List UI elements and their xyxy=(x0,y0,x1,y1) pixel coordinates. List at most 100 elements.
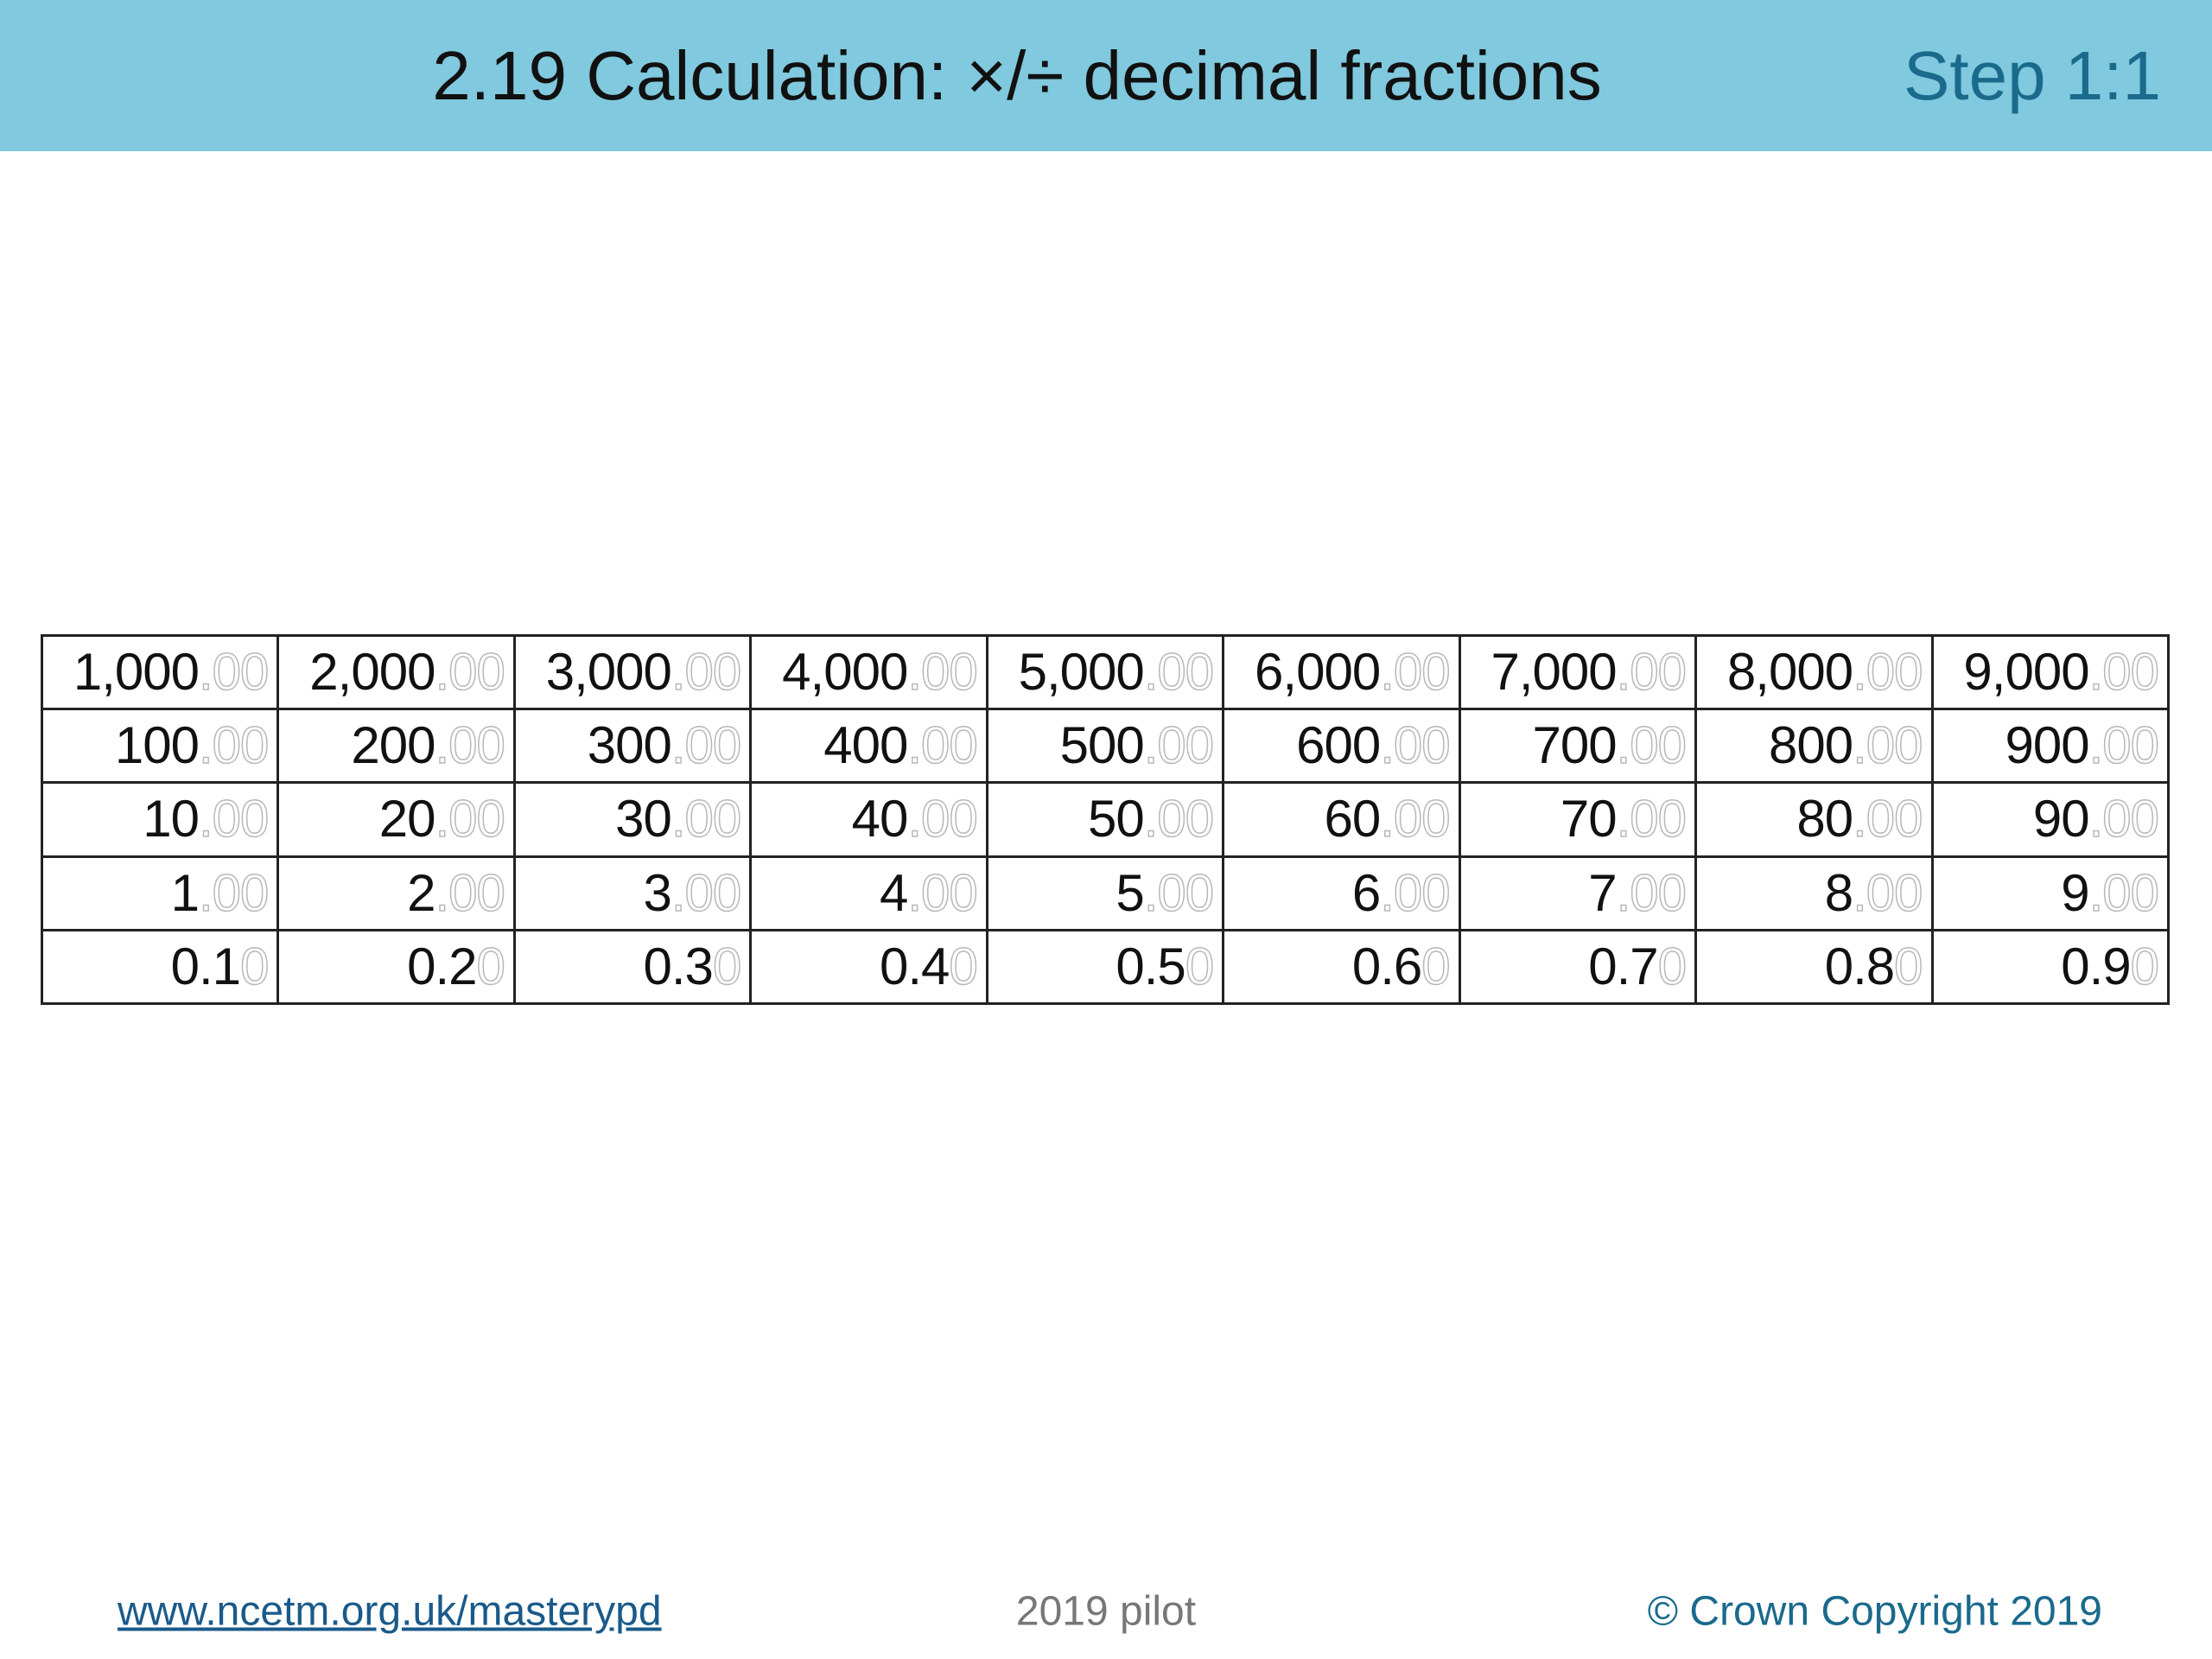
step-label: Step 1:1 xyxy=(1903,37,2161,114)
cell-faded-digits: .00 xyxy=(198,863,270,922)
title: 2.19 Calculation: ×/÷ decimal fractions xyxy=(432,37,1602,114)
cell-value: 30 xyxy=(615,790,672,849)
cell-value: 0.3 xyxy=(643,937,714,995)
cell-faded-digits: .00 xyxy=(671,863,742,922)
cell-faded-digits: .00 xyxy=(198,716,270,775)
cell-faded-digits: .00 xyxy=(435,643,506,702)
cell-faded-digits: .00 xyxy=(435,790,506,849)
cell-faded-digits: 0 xyxy=(476,937,506,995)
table-cell: 5.00 xyxy=(985,855,1225,931)
cell-value: 80 xyxy=(1796,790,1853,849)
cell-value: 3 xyxy=(643,863,672,922)
cell-faded-digits: .00 xyxy=(907,790,979,849)
table-cell: 5,000.00 xyxy=(985,633,1225,711)
table-cell: 900.00 xyxy=(1930,708,2170,785)
cell-faded-digits: .00 xyxy=(907,716,979,775)
cell-value: 0.8 xyxy=(1824,937,1895,995)
cell-value: 0.6 xyxy=(1351,937,1422,995)
cell-value: 7 xyxy=(1588,863,1617,922)
footer-copyright: © Crown Copyright 2019 xyxy=(1647,1588,2102,1635)
table-cell: 400.00 xyxy=(749,708,988,785)
cell-value: 90 xyxy=(2032,790,2090,849)
cell-faded-digits: .00 xyxy=(1616,716,1688,775)
table-cell: 6.00 xyxy=(1222,855,1461,931)
table-cell: 9.00 xyxy=(1930,855,2170,931)
table-cell: 800.00 xyxy=(1694,708,1934,785)
cell-value: 800 xyxy=(1768,716,1853,775)
table-cell: 4.00 xyxy=(749,855,988,931)
cell-value: 0.2 xyxy=(407,937,477,995)
cell-faded-digits: .00 xyxy=(907,863,979,922)
cell-value: 6,000 xyxy=(1255,643,1381,702)
cell-value: 9 xyxy=(2061,863,2089,922)
cell-faded-digits: .00 xyxy=(1616,790,1688,849)
cell-faded-digits: .00 xyxy=(1852,643,1923,702)
table-cell: 200.00 xyxy=(276,708,516,785)
table-cell: 70.00 xyxy=(1458,781,1698,858)
cell-faded-digits: .00 xyxy=(1852,716,1923,775)
table-cell: 1.00 xyxy=(40,855,280,931)
cell-faded-digits: .00 xyxy=(1852,790,1923,849)
cell-value: 0.5 xyxy=(1116,937,1185,995)
table-cell: 0.40 xyxy=(749,928,988,1006)
cell-value: 0.9 xyxy=(2061,937,2131,995)
cell-faded-digits: .00 xyxy=(1379,790,1451,849)
table-cell: 8.00 xyxy=(1694,855,1934,931)
cell-value: 8,000 xyxy=(1726,643,1853,702)
cell-faded-digits: .00 xyxy=(1379,716,1451,775)
footer-pilot: 2019 pilot xyxy=(1015,1588,1197,1635)
table-cell: 20.00 xyxy=(276,781,516,858)
cell-faded-digits: .00 xyxy=(1143,863,1215,922)
table-cell: 1,000.00 xyxy=(40,633,280,711)
cell-faded-digits: .00 xyxy=(1852,863,1923,922)
table-cell: 10.00 xyxy=(40,781,280,858)
table-cell: 100.00 xyxy=(40,708,280,785)
cell-faded-digits: .00 xyxy=(2088,716,2160,775)
table-cell: 0.10 xyxy=(40,928,280,1006)
table-cell: 0.50 xyxy=(985,928,1225,1006)
cell-value: 6 xyxy=(1351,863,1381,922)
table-cell: 0.30 xyxy=(512,928,753,1006)
table-row: 10.00 20.00 30.00 40.00 50.00 60.00 70.00 80.00… xyxy=(40,781,2170,858)
cell-value: 20 xyxy=(378,790,436,849)
cell-value: 10 xyxy=(143,790,200,849)
cell-value: 500 xyxy=(1059,716,1145,775)
table-cell: 0.80 xyxy=(1694,928,1934,1006)
table-cell: 4,000.00 xyxy=(749,633,988,711)
cell-value: 9,000 xyxy=(1963,643,2089,702)
cell-value: 7,000 xyxy=(1491,643,1617,702)
footer-link[interactable]: www.ncetm.org.uk/masterypd xyxy=(118,1588,662,1635)
cell-faded-digits: .00 xyxy=(1379,643,1451,702)
table-cell: 8,000.00 xyxy=(1694,633,1934,711)
cell-faded-digits: .00 xyxy=(671,716,742,775)
table-row: 1.00 2.00 3.00 4.00 5.00 6.00 7.00 8.00 9.00 xyxy=(40,855,2170,931)
table-cell: 40.00 xyxy=(749,781,988,858)
cell-faded-digits: .00 xyxy=(198,790,270,849)
cell-faded-digits: .00 xyxy=(1379,863,1451,922)
table-cell: 80.00 xyxy=(1694,781,1934,858)
cell-value: 40 xyxy=(851,790,909,849)
table-cell: 300.00 xyxy=(512,708,753,785)
cell-faded-digits: 0 xyxy=(2130,937,2160,995)
cell-value: 1 xyxy=(170,863,200,922)
table-cell: 0.20 xyxy=(276,928,516,1006)
cell-value: 1,000 xyxy=(73,643,200,702)
table-cell: 700.00 xyxy=(1458,708,1698,785)
cell-faded-digits: .00 xyxy=(435,863,506,922)
cell-value: 50 xyxy=(1088,790,1145,849)
table-cell: 2,000.00 xyxy=(276,633,516,711)
table-cell: 500.00 xyxy=(985,708,1225,785)
table-cell: 9,000.00 xyxy=(1930,633,2170,711)
cell-faded-digits: 0 xyxy=(1893,937,1923,995)
cell-value: 3,000 xyxy=(545,643,672,702)
cell-faded-digits: .00 xyxy=(1143,643,1215,702)
table-cell: 600.00 xyxy=(1222,708,1461,785)
cell-value: 5,000 xyxy=(1018,643,1145,702)
table-cell: 7.00 xyxy=(1458,855,1698,931)
cell-faded-digits: .00 xyxy=(198,643,270,702)
cell-faded-digits: 0 xyxy=(1657,937,1688,995)
table-cell: 90.00 xyxy=(1930,781,2170,858)
cell-value: 0.4 xyxy=(879,937,950,995)
cell-faded-digits: .00 xyxy=(2088,790,2160,849)
